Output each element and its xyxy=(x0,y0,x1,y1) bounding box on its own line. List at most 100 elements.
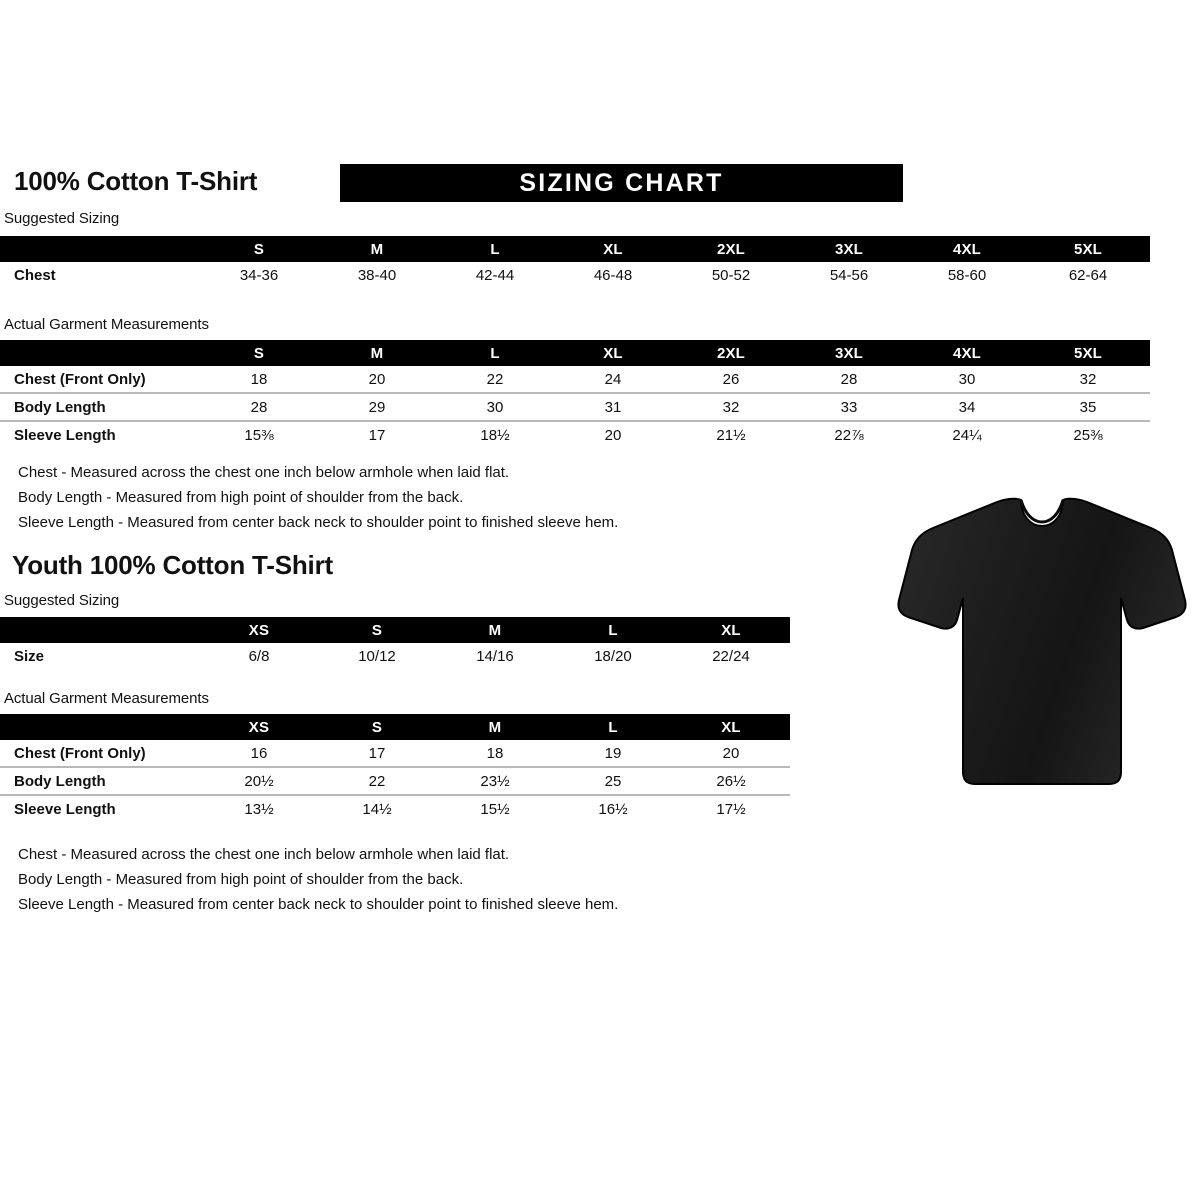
column-header-l: L xyxy=(608,621,618,639)
row-label-body-length: Body Length xyxy=(0,766,200,795)
youth-section-title: Youth 100% Cotton T-Shirt xyxy=(12,550,333,580)
cell-body-4xl: 34 xyxy=(908,392,1026,421)
column-header-label xyxy=(0,340,200,366)
cell-chest-4xl: 58-60 xyxy=(947,266,987,284)
column-header-m: M xyxy=(488,621,502,639)
adult-measurement-notes: Chest - Measured across the chest one in… xyxy=(18,460,618,535)
column-header-5xl: 5XL xyxy=(1073,240,1103,258)
column-header-label xyxy=(0,236,200,262)
table-row: Chest 34-36 38-40 42-44 46-48 50-52 54-5… xyxy=(0,262,1150,288)
cell-chest-3xl: 54-56 xyxy=(829,266,869,284)
column-header-xl: XL xyxy=(721,621,741,639)
column-header-2xl: 2XL xyxy=(716,240,746,258)
cell-body-m: 23½ xyxy=(436,766,554,795)
cell-size-xl: 22/24 xyxy=(712,647,750,665)
note-chest: Chest - Measured across the chest one in… xyxy=(18,464,510,481)
adult-section-title: 100% Cotton T-Shirt xyxy=(14,166,258,196)
column-header-s: S xyxy=(371,621,383,639)
tshirt-image xyxy=(893,472,1191,812)
cell-size-xs: 6/8 xyxy=(248,647,270,665)
table-row: Size 6/8 10/12 14/16 18/20 22/24 xyxy=(0,643,790,669)
cell-chest-m: 38-40 xyxy=(357,266,397,284)
cell-sleeve-l: 18½ xyxy=(436,420,554,448)
table-row: Sleeve Length 13½ 14½ 15½ 16½ 17½ xyxy=(0,794,790,822)
row-label-size: Size xyxy=(14,647,45,665)
cell-body-s: 22 xyxy=(318,766,436,795)
column-header-5xl: 5XL xyxy=(1073,344,1103,362)
note-body: Body Length - Measured from high point o… xyxy=(18,871,464,888)
row-label-body-length: Body Length xyxy=(0,392,200,421)
cell-sleeve-m: 17 xyxy=(318,420,436,448)
column-header-4xl: 4XL xyxy=(952,240,982,258)
note-chest: Chest - Measured across the chest one in… xyxy=(18,846,510,863)
column-header-s: S xyxy=(253,240,265,258)
cell-chest-xs: 16 xyxy=(250,744,268,762)
note-sleeve: Sleeve Length - Measured from center bac… xyxy=(18,514,619,531)
cell-sleeve-m: 15½ xyxy=(436,794,554,822)
sizing-chart-banner: SIZING CHART xyxy=(340,164,903,202)
column-header-s: S xyxy=(371,718,383,736)
cell-sleeve-l: 16½ xyxy=(554,794,672,822)
table-header-row: XS S M L XL xyxy=(0,714,790,740)
column-header-l: L xyxy=(490,240,500,258)
cell-chest-2xl: 50-52 xyxy=(711,266,751,284)
column-header-m: M xyxy=(488,718,502,736)
cell-chest-s: 34-36 xyxy=(239,266,279,284)
column-header-m: M xyxy=(370,344,384,362)
cell-body-2xl: 32 xyxy=(672,392,790,421)
row-label-chest: Chest xyxy=(14,266,56,284)
cell-body-xs: 20½ xyxy=(200,766,318,795)
column-header-label xyxy=(0,714,200,740)
youth-measurement-notes: Chest - Measured across the chest one in… xyxy=(18,842,618,917)
cell-body-xl: 26½ xyxy=(672,766,790,795)
cell-sleeve-xs: 13½ xyxy=(200,794,318,822)
cell-body-3xl: 33 xyxy=(790,392,908,421)
column-header-4xl: 4XL xyxy=(952,344,982,362)
cell-chest-xl: 20 xyxy=(722,744,740,762)
cell-sleeve-2xl: 21½ xyxy=(672,420,790,448)
row-label-chest-front-only: Chest (Front Only) xyxy=(14,744,146,762)
column-header-xs: XS xyxy=(248,621,270,639)
cell-chest-xl: 46-48 xyxy=(593,266,633,284)
column-header-xl: XL xyxy=(721,718,741,736)
cell-body-s: 28 xyxy=(200,392,318,421)
cell-body-5xl: 35 xyxy=(1026,392,1150,421)
black-tshirt-icon xyxy=(897,497,1187,785)
note-body: Body Length - Measured from high point o… xyxy=(18,489,464,506)
cell-chest-l: 42-44 xyxy=(475,266,515,284)
cell-chest-s: 18 xyxy=(250,370,268,388)
cell-size-m: 14/16 xyxy=(476,647,514,665)
cell-size-s: 10/12 xyxy=(358,647,396,665)
youth-suggested-sizing-table: XS S M L XL Size 6/8 10/12 14/16 18/20 2… xyxy=(0,617,790,669)
cell-body-l: 30 xyxy=(436,392,554,421)
row-label-sleeve-length: Sleeve Length xyxy=(0,794,200,822)
column-header-xl: XL xyxy=(603,240,623,258)
column-header-xs: XS xyxy=(248,718,270,736)
table-row: Chest (Front Only) 18 20 22 24 26 28 30 … xyxy=(0,366,1150,393)
column-header-label xyxy=(0,617,200,643)
column-header-m: M xyxy=(370,240,384,258)
cell-chest-s: 17 xyxy=(368,744,386,762)
row-label-sleeve-length: Sleeve Length xyxy=(0,420,200,448)
adult-suggested-sizing-table: S M L XL 2XL 3XL 4XL 5XL Chest 34-36 38-… xyxy=(0,236,1150,288)
cell-chest-4xl: 30 xyxy=(958,370,976,388)
row-label-chest-front-only: Chest (Front Only) xyxy=(14,370,146,388)
cell-chest-m: 20 xyxy=(368,370,386,388)
column-header-3xl: 3XL xyxy=(834,344,864,362)
table-header-row: S M L XL 2XL 3XL 4XL 5XL xyxy=(0,340,1150,366)
youth-actual-caption: Actual Garment Measurements xyxy=(4,690,209,707)
table-row: Chest (Front Only) 16 17 18 19 20 xyxy=(0,740,790,767)
cell-chest-l: 22 xyxy=(486,370,504,388)
cell-chest-5xl: 32 xyxy=(1079,370,1097,388)
table-header-row: S M L XL 2XL 3XL 4XL 5XL xyxy=(0,236,1150,262)
table-row: Body Length 28 29 30 31 32 33 34 35 xyxy=(0,392,1150,421)
cell-body-xl: 31 xyxy=(554,392,672,421)
youth-actual-measurements-table: XS S M L XL Chest (Front Only) 16 17 18 … xyxy=(0,714,790,822)
column-header-3xl: 3XL xyxy=(834,240,864,258)
cell-sleeve-s: 15⅜ xyxy=(200,420,318,448)
column-header-2xl: 2XL xyxy=(716,344,746,362)
cell-chest-l: 19 xyxy=(604,744,622,762)
cell-chest-m: 18 xyxy=(486,744,504,762)
cell-sleeve-xl: 17½ xyxy=(672,794,790,822)
column-header-l: L xyxy=(490,344,500,362)
